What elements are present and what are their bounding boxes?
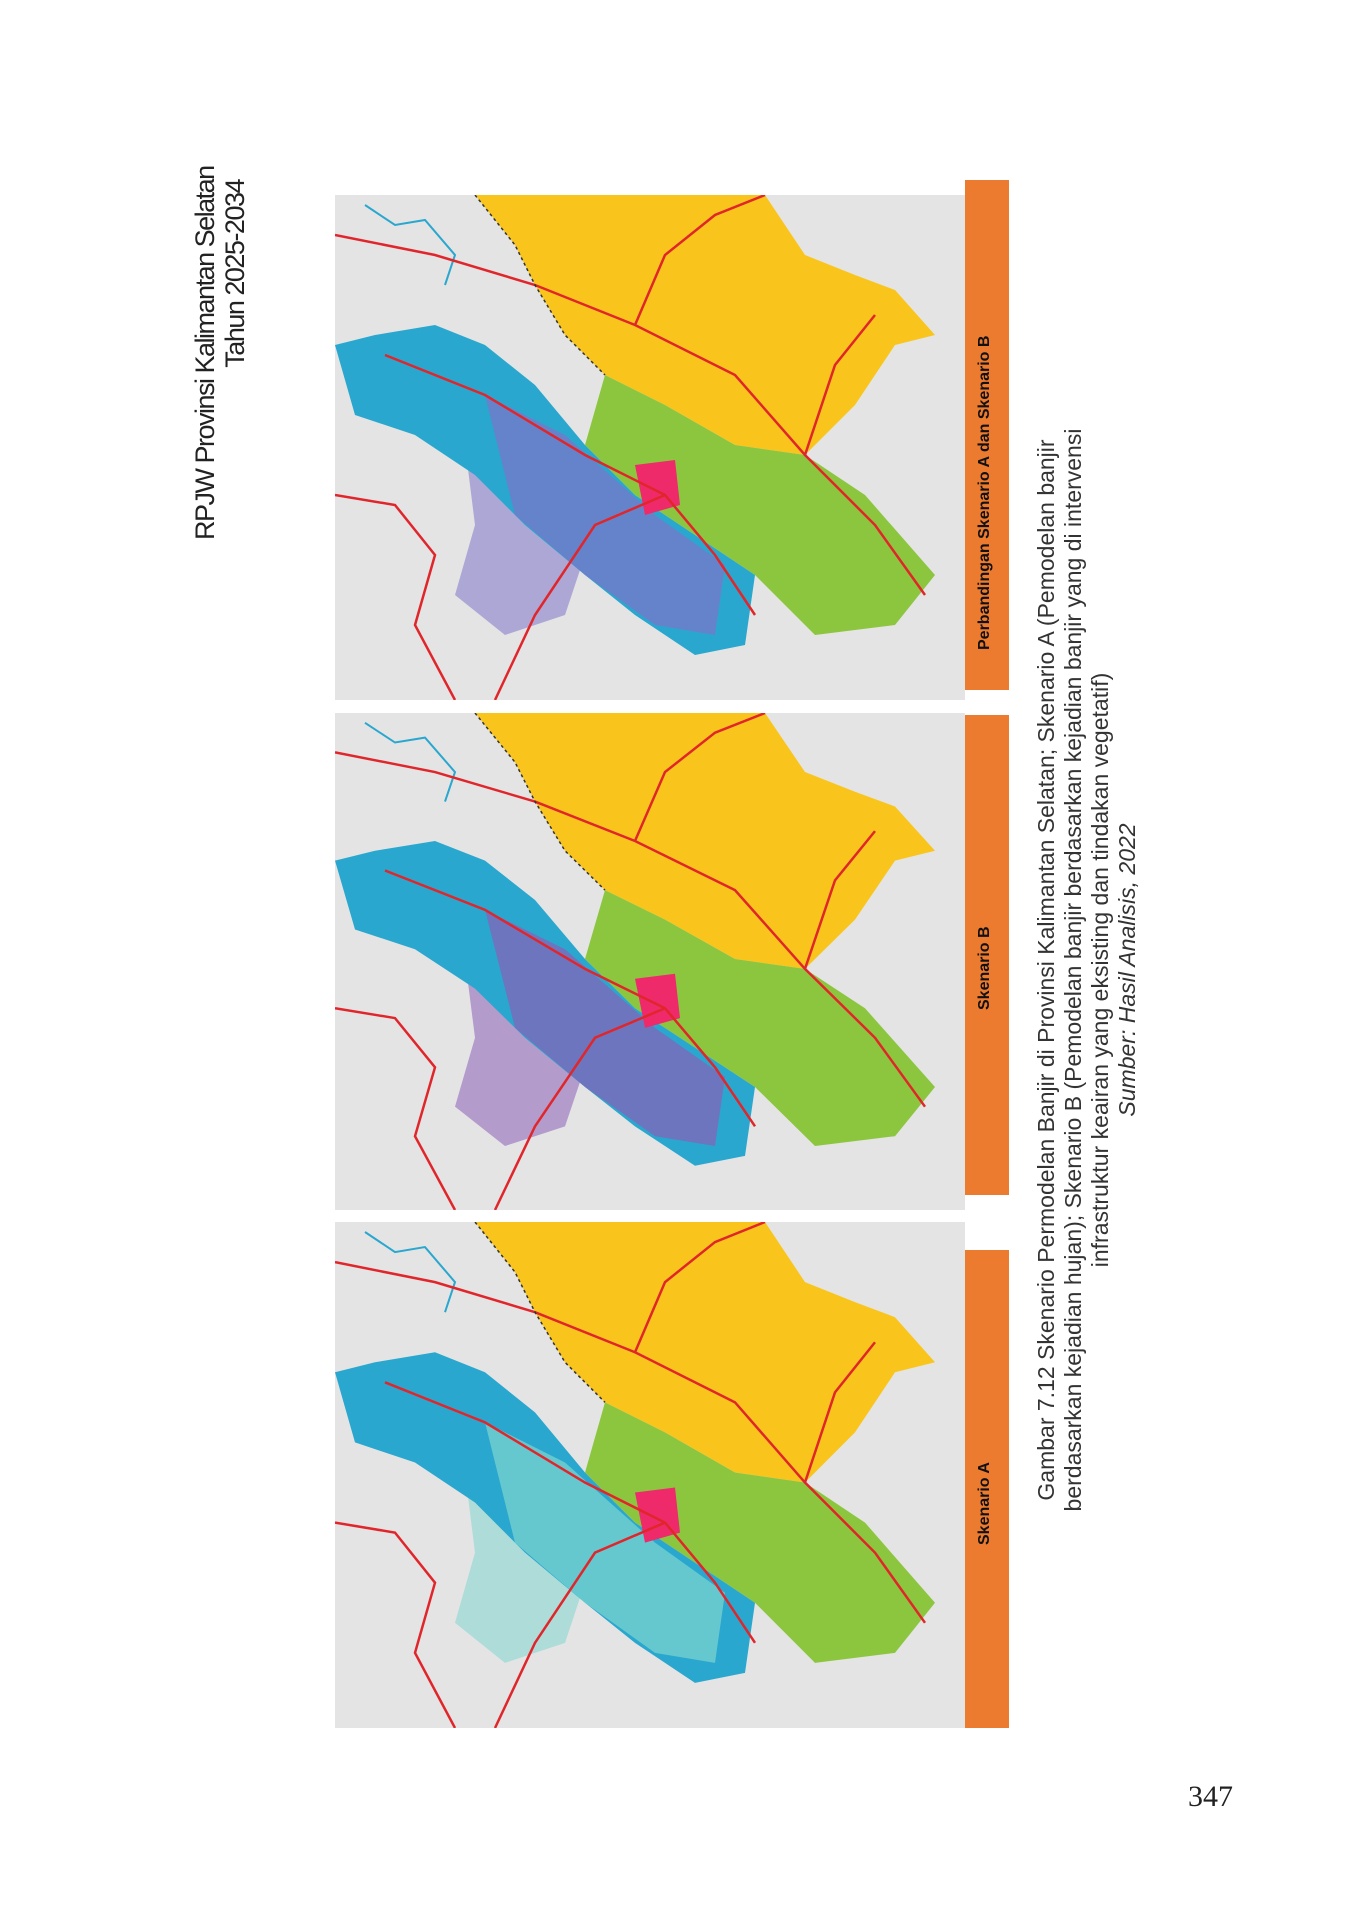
label-text: Skenario A <box>976 1462 993 1545</box>
figure-caption: Gambar 7.12 Skenario Permodelan Banjir d… <box>1033 250 1141 1690</box>
label-scenario-a: Skenario A <box>965 1250 1009 1728</box>
caption-line: Gambar 7.12 Skenario Permodelan Banjir d… <box>1033 439 1059 1501</box>
caption-line: berdasarkan kejadian hujan); Skenario B … <box>1060 428 1086 1512</box>
region-yellow <box>475 1222 935 1483</box>
region-yellow <box>475 195 935 455</box>
header-title: RPJW Provinsi Kalimantan Selatan <box>190 166 220 540</box>
caption-line: infrastruktur keairan yang eksisting dan… <box>1087 672 1113 1268</box>
region-green <box>585 375 935 635</box>
map-panel-scenario-a <box>335 1222 965 1728</box>
flood-map <box>335 713 965 1210</box>
label-scenario-b: Skenario B <box>965 715 1009 1195</box>
river <box>364 204 457 286</box>
river <box>364 1231 457 1313</box>
page-number: 347 <box>1188 1780 1233 1813</box>
region-green <box>585 890 935 1147</box>
flood-overlay <box>485 909 725 1147</box>
river <box>364 722 457 802</box>
map-panel-comparison <box>335 195 965 700</box>
region-green <box>585 1402 935 1663</box>
region-yellow <box>475 713 935 969</box>
map-panel-scenario-b <box>335 713 965 1210</box>
province-border <box>474 195 606 376</box>
flood-map <box>335 1222 965 1728</box>
road-network <box>335 713 927 1210</box>
header-years: Tahun 2025-2034 <box>220 180 250 368</box>
road-network <box>335 1222 927 1728</box>
label-comparison: Perbandingan Skenario A dan Skenario B <box>965 180 1009 690</box>
province-border <box>474 1222 606 1403</box>
label-text: Perbandingan Skenario A dan Skenario B <box>976 335 993 650</box>
running-header: RPJW Provinsi Kalimantan Selatan Tahun 2… <box>190 166 250 540</box>
label-text: Skenario B <box>976 926 993 1010</box>
flood-map <box>335 195 965 700</box>
flood-overlay <box>485 1422 725 1663</box>
province-border <box>474 713 606 891</box>
road-network <box>335 195 927 700</box>
flood-overlay <box>485 395 725 635</box>
caption-source: Sumber: Hasil Analisis, 2022 <box>1114 823 1140 1117</box>
